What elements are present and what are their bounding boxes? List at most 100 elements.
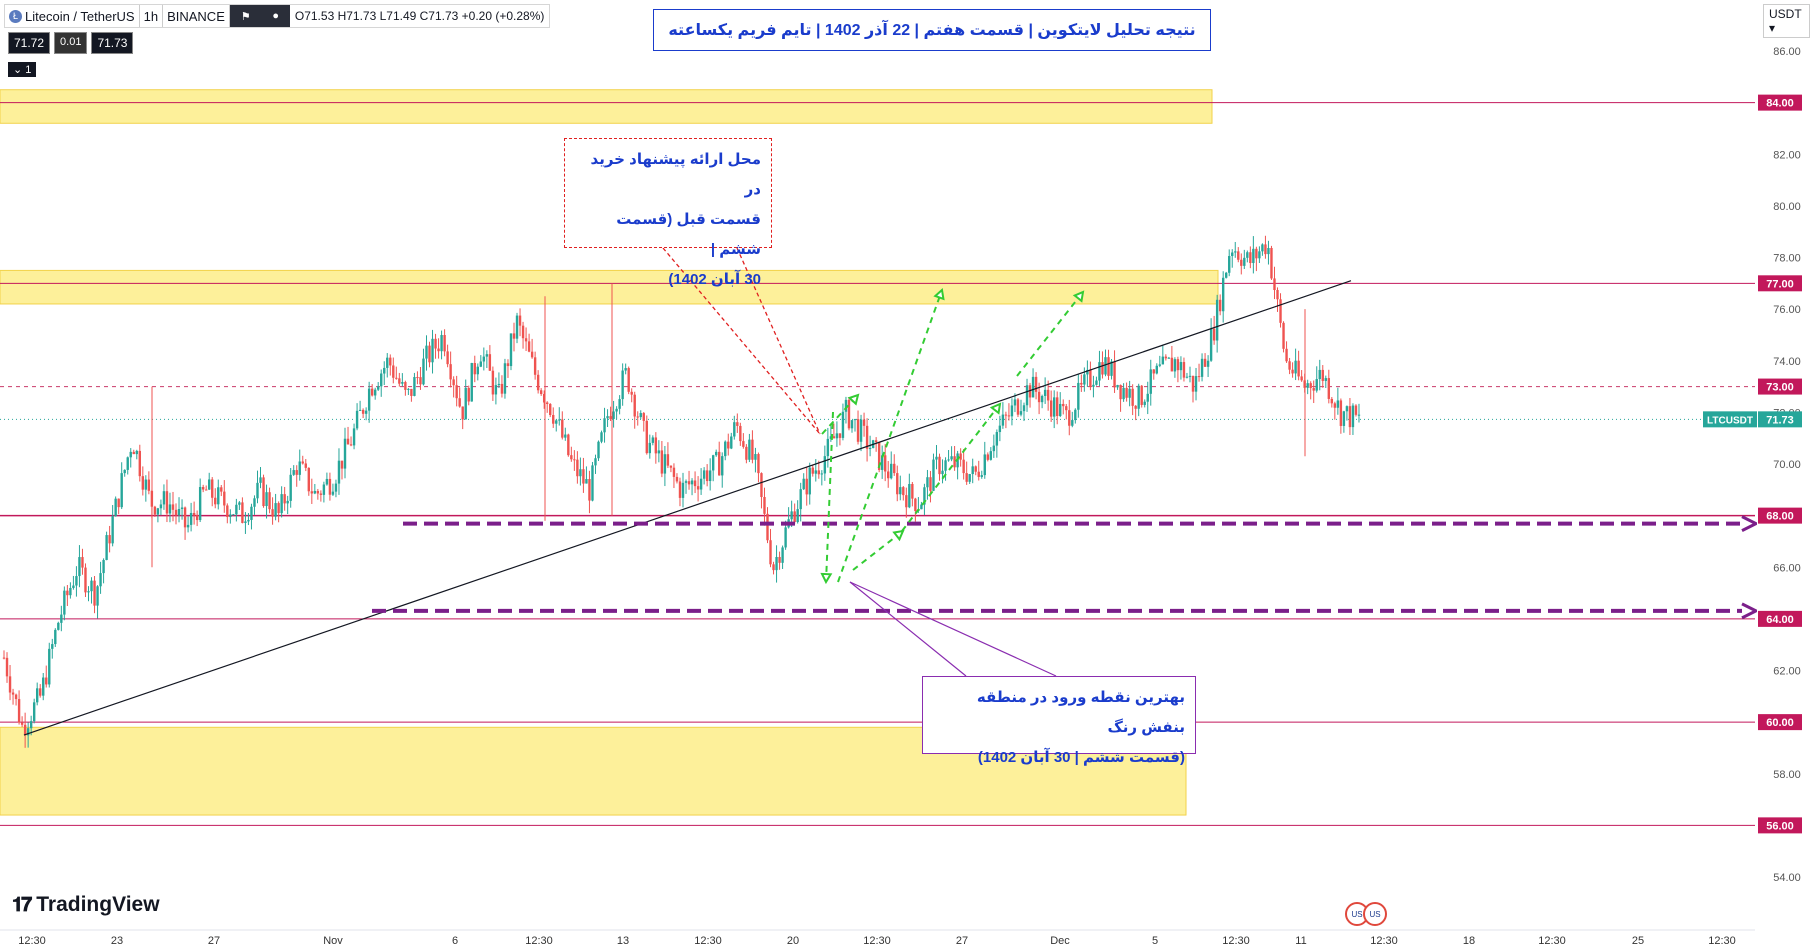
candle-body [192,512,196,516]
candle-body [733,422,736,437]
candle-body [1101,362,1104,375]
x-tick-label: 27 [956,935,968,947]
candle-body [1218,299,1222,312]
tradingview-logo[interactable]: 𝟏𝟕 TradingView [12,893,160,917]
candle-body [814,470,817,474]
candle-body [1040,395,1044,403]
candle-body [256,482,259,499]
support-arrow-head [1741,515,1760,532]
candle-body [727,441,730,449]
candle-body [1312,388,1315,391]
candle-body [521,325,525,339]
candle-body [567,434,570,456]
candle-body [1025,385,1029,406]
candle-body [977,471,980,477]
level-price-tag [1758,378,1802,395]
candle-body [748,439,751,460]
x-tick-label: 12:30 [1538,935,1566,947]
candle-body [739,425,742,442]
candle-body [485,354,489,357]
candle-body [319,493,323,495]
candle-body [509,333,513,367]
tradingview-mark-icon: 𝟏𝟕 [12,893,32,916]
candle-body [29,721,33,729]
candle-body [552,414,555,424]
flag-icon[interactable]: ⚑ [240,10,251,23]
candle-body [316,490,320,494]
candle-body [585,479,588,484]
candle-body [23,724,27,736]
candle-body [1116,384,1119,388]
candle-body [576,459,579,477]
candle-body [404,382,407,390]
ask-price[interactable]: 71.73 [91,32,134,54]
candle-body [1324,378,1327,381]
candle-body [597,441,600,459]
candle-body [877,442,881,470]
candle-body [896,473,899,495]
candle-body [1034,376,1038,392]
candle-body [144,479,148,490]
candle-body [1013,399,1017,406]
candle-body [1164,356,1168,359]
level-price-tag [1758,94,1802,111]
annotation-line: قسمت قبل (قسمت ششم | [616,211,761,258]
candle-body [696,486,700,490]
candle-body [983,454,986,476]
candle-body [1209,328,1213,361]
candle-body [11,692,15,695]
projection-arrow-head [933,288,945,301]
candle-body [1357,414,1361,416]
candle-body [874,440,878,443]
candle-body [850,420,854,429]
candle-body [1306,383,1309,388]
dot-icon[interactable]: ● [272,10,279,22]
annotation-connector [849,581,1057,677]
candle-body [883,455,887,472]
symbol-header[interactable]: Ł Litecoin / TetherUS 1h BINANCE ⚑ ● O71… [4,4,551,28]
candle-body [832,436,836,439]
collapse-indicators-button[interactable]: ⌄ 1 [8,62,37,77]
x-tick-label: 13 [617,935,629,947]
candle-body [295,470,298,475]
header-controls[interactable]: ⚑ ● [229,5,290,27]
candle-body [555,420,558,424]
candle-body [69,587,72,596]
bid-price[interactable]: 71.72 [8,32,51,54]
level-price-tag [1758,610,1802,627]
candle-body [950,456,953,460]
x-tick-label: 11 [1295,935,1306,947]
candle-body [742,441,745,447]
candle-body [865,425,869,449]
candle-body [497,383,501,386]
x-tick-label: 20 [787,935,799,947]
us-flag-icon[interactable]: US [1363,902,1387,926]
candle-body [416,377,419,379]
exchange-text: BINANCE [167,8,225,24]
candle-body [1342,411,1346,426]
candle-body [401,382,404,384]
candle-body [600,432,603,442]
annotation-line: محل ارائه پیشنهاد خرید در [590,151,761,198]
interval-button[interactable]: 1h [140,5,164,27]
currency-selector[interactable]: USDT ▾ [1763,4,1810,38]
candle-body [189,512,193,525]
candle-body [367,388,371,411]
candle-body [654,437,658,454]
candle-body [947,459,950,461]
candle-body [1049,400,1053,417]
candle-body [558,419,561,421]
candle-body [494,385,498,395]
candle-body [268,492,271,510]
economic-events[interactable]: US US [1345,902,1387,926]
spread-value: 0.01 [54,32,88,54]
candle-body [458,398,461,407]
candle-body [591,465,594,501]
symbol-button[interactable]: Ł Litecoin / TetherUS [5,5,140,27]
candle-body [437,348,440,352]
candle-body [1267,247,1270,255]
candle-body [407,388,410,390]
candle-body [666,454,670,466]
